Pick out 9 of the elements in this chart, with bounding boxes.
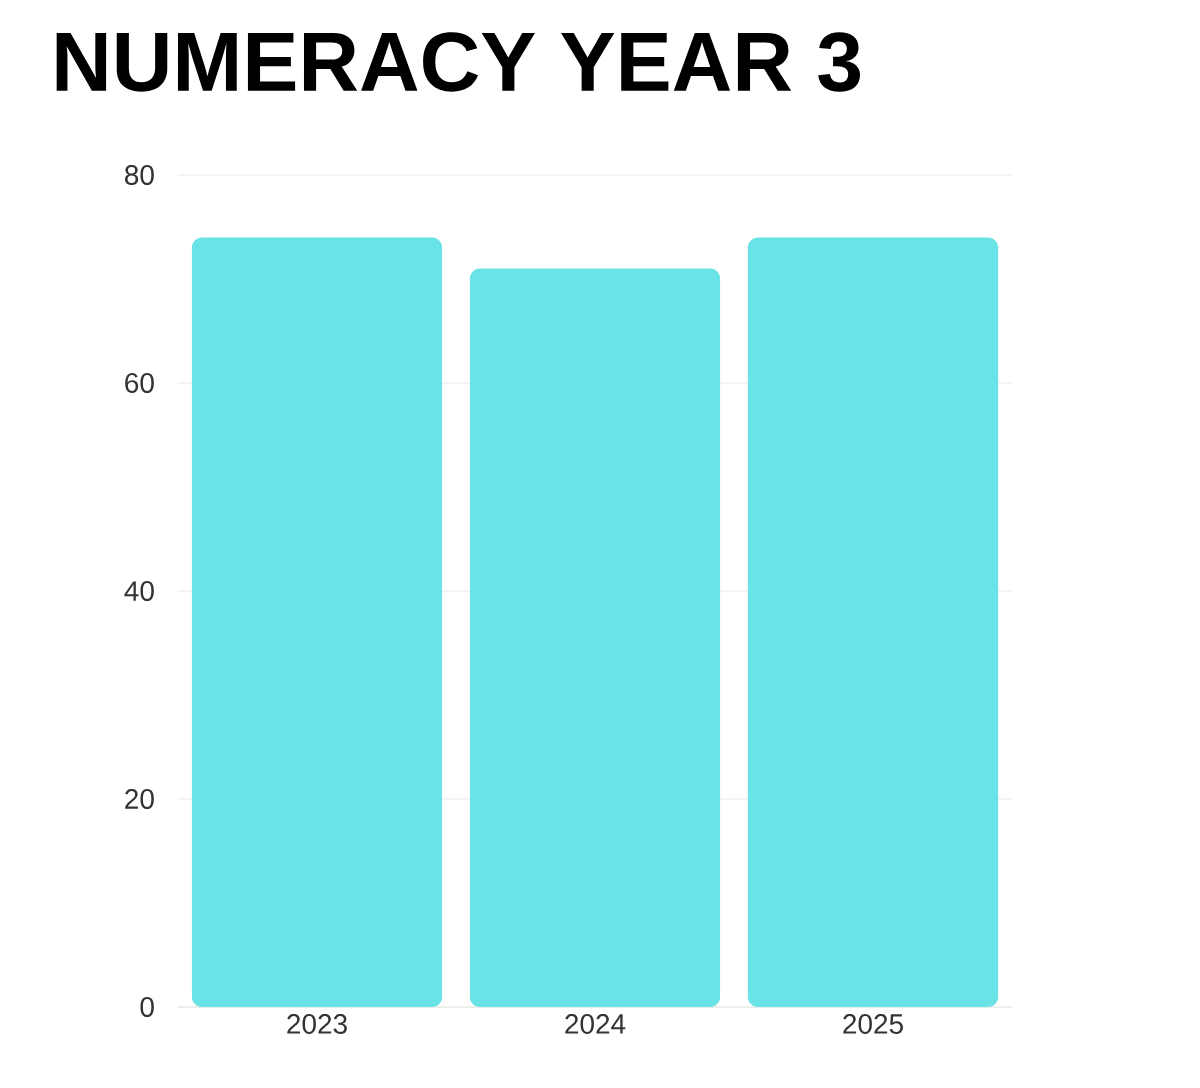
y-tick-label: 40 — [124, 581, 154, 601]
x-tick-label: 2025 — [843, 1014, 903, 1034]
y-tick-label: 20 — [125, 789, 154, 809]
y-tick-label: 0 — [140, 997, 154, 1017]
x-tick-label: 2024 — [565, 1014, 626, 1034]
x-tick-label: 2023 — [287, 1014, 347, 1034]
y-tick-label: 60 — [125, 373, 154, 393]
y-tick-label: 80 — [125, 165, 154, 185]
chart-title: NUMERACY YEAR 3 — [56, 32, 860, 92]
